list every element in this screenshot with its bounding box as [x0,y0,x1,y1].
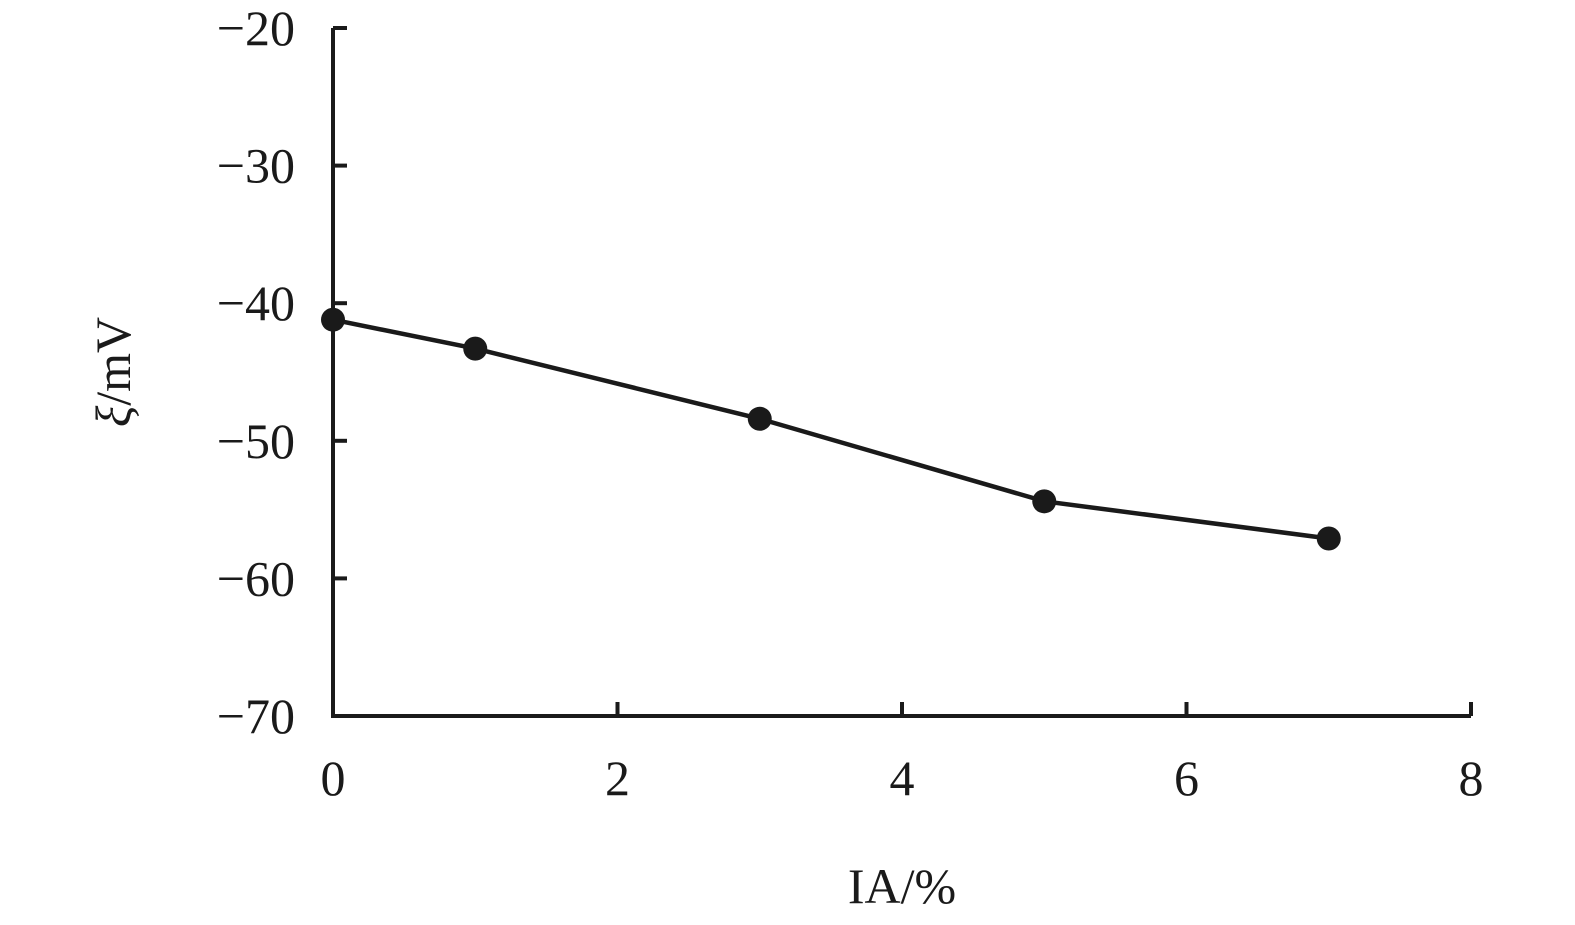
y-tick-label: −60 [217,550,295,606]
y-axis-title-group: ξ/mV [85,317,141,427]
y-tick-label: −20 [217,0,295,56]
y-tick-label: −50 [217,413,295,469]
x-axis-title: IA/% [848,858,956,914]
y-tick-label: −70 [217,688,295,744]
data-point [1316,526,1341,551]
data-point [1032,489,1057,514]
data-point [747,406,772,431]
x-tick-label: 0 [321,750,346,806]
data-point [463,336,488,361]
y-axis-ticks: −20 −30 −40 −50 −60 −70 [217,0,347,744]
x-tick-label: 6 [1174,750,1199,806]
y-axis-title-unit: /mV [85,317,141,406]
axis-frame [331,28,1471,718]
x-tick-label: 4 [890,750,915,806]
x-tick-label: 2 [605,750,630,806]
x-tick-label: 8 [1459,750,1484,806]
series [321,307,1341,551]
axes [331,28,1471,718]
y-tick-label: −40 [217,275,295,331]
y-axis-title-symbol: ξ [85,405,141,427]
y-axis-title: ξ/mV [85,317,141,427]
y-tick-label: −30 [217,138,295,194]
x-axis-ticks: 0 2 4 6 8 [321,702,1484,806]
data-point [321,307,345,332]
